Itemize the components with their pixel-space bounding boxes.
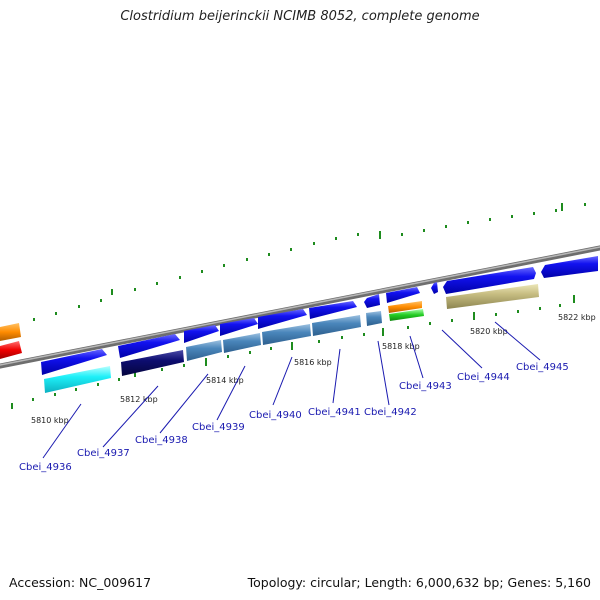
kbp-labels: 5810 kbp 5812 kbp 5814 kbp 5816 kbp 5818…: [31, 313, 596, 425]
gene-leader-lines: [42, 321, 541, 459]
gene-arrow-4940[interactable]: [258, 309, 307, 329]
gene-label-cbei-4937[interactable]: Cbei_4937: [77, 448, 130, 459]
kbp-label: 5822 kbp: [558, 313, 596, 322]
gene-arrow-4941[interactable]: [309, 301, 357, 319]
gene-arrow-4938[interactable]: [184, 325, 219, 343]
forward-strand-genes: [41, 256, 598, 375]
kbp-label: 5820 kbp: [470, 327, 508, 336]
gene-label-cbei-4941[interactable]: Cbei_4941: [308, 407, 361, 418]
gene-arrow-4937[interactable]: [118, 334, 180, 358]
kbp-label: 5818 kbp: [382, 342, 420, 351]
gene-label-cbei-4940[interactable]: Cbei_4940: [249, 410, 302, 421]
gene-arrow-4939[interactable]: [220, 318, 258, 336]
gene-arrow-4945[interactable]: [541, 256, 598, 278]
kbp-label: 5812 kbp: [120, 395, 158, 404]
category-blocks: [0, 284, 539, 393]
block-4936[interactable]: [44, 366, 111, 393]
block-left-orange[interactable]: [0, 323, 21, 341]
kbp-label: 5810 kbp: [31, 416, 69, 425]
block-left-red[interactable]: [0, 341, 22, 359]
block-4938[interactable]: [186, 340, 222, 361]
block-4944[interactable]: [446, 284, 539, 309]
outer-tick-row: [11, 203, 586, 329]
gene-arrow-4942[interactable]: [364, 294, 380, 308]
block-4943-green[interactable]: [389, 309, 424, 321]
gene-arrow-4944[interactable]: [443, 267, 536, 294]
block-4937[interactable]: [121, 350, 184, 376]
block-4943-orange[interactable]: [388, 301, 422, 313]
gene-label-cbei-4944[interactable]: Cbei_4944: [457, 372, 510, 383]
gene-label-cbei-4943[interactable]: Cbei_4943: [399, 381, 452, 392]
genome-title: Clostridium beijerinckii NCIMB 8052, com…: [120, 9, 480, 24]
genome-backbone: [0, 245, 600, 369]
gene-label-cbei-4936[interactable]: Cbei_4936: [19, 462, 72, 473]
block-4939[interactable]: [223, 333, 261, 353]
gene-label-cbei-4942[interactable]: Cbei_4942: [364, 407, 417, 418]
gene-arrow-4936[interactable]: [41, 349, 107, 375]
gene-label-cbei-4945[interactable]: Cbei_4945: [516, 362, 569, 373]
gene-arrow-4943[interactable]: [386, 287, 420, 303]
gene-label-cbei-4938[interactable]: Cbei_4938: [135, 435, 188, 446]
kbp-label: 5814 kbp: [206, 376, 244, 385]
inner-tick-row: [11, 295, 575, 409]
gene-labels: Cbei_4936 Cbei_4937 Cbei_4938 Cbei_4939 …: [19, 362, 569, 473]
gene-arrow-4944a[interactable]: [431, 282, 438, 294]
block-4941[interactable]: [312, 315, 361, 336]
gene-label-cbei-4939[interactable]: Cbei_4939: [192, 422, 245, 433]
accession-text: Accession: NC_009617: [9, 575, 152, 590]
block-4942[interactable]: [366, 311, 382, 326]
block-4940[interactable]: [262, 324, 311, 345]
genome-summary-text: Topology: circular; Length: 6,000,632 bp…: [247, 575, 591, 590]
kbp-label: 5816 kbp: [294, 358, 332, 367]
